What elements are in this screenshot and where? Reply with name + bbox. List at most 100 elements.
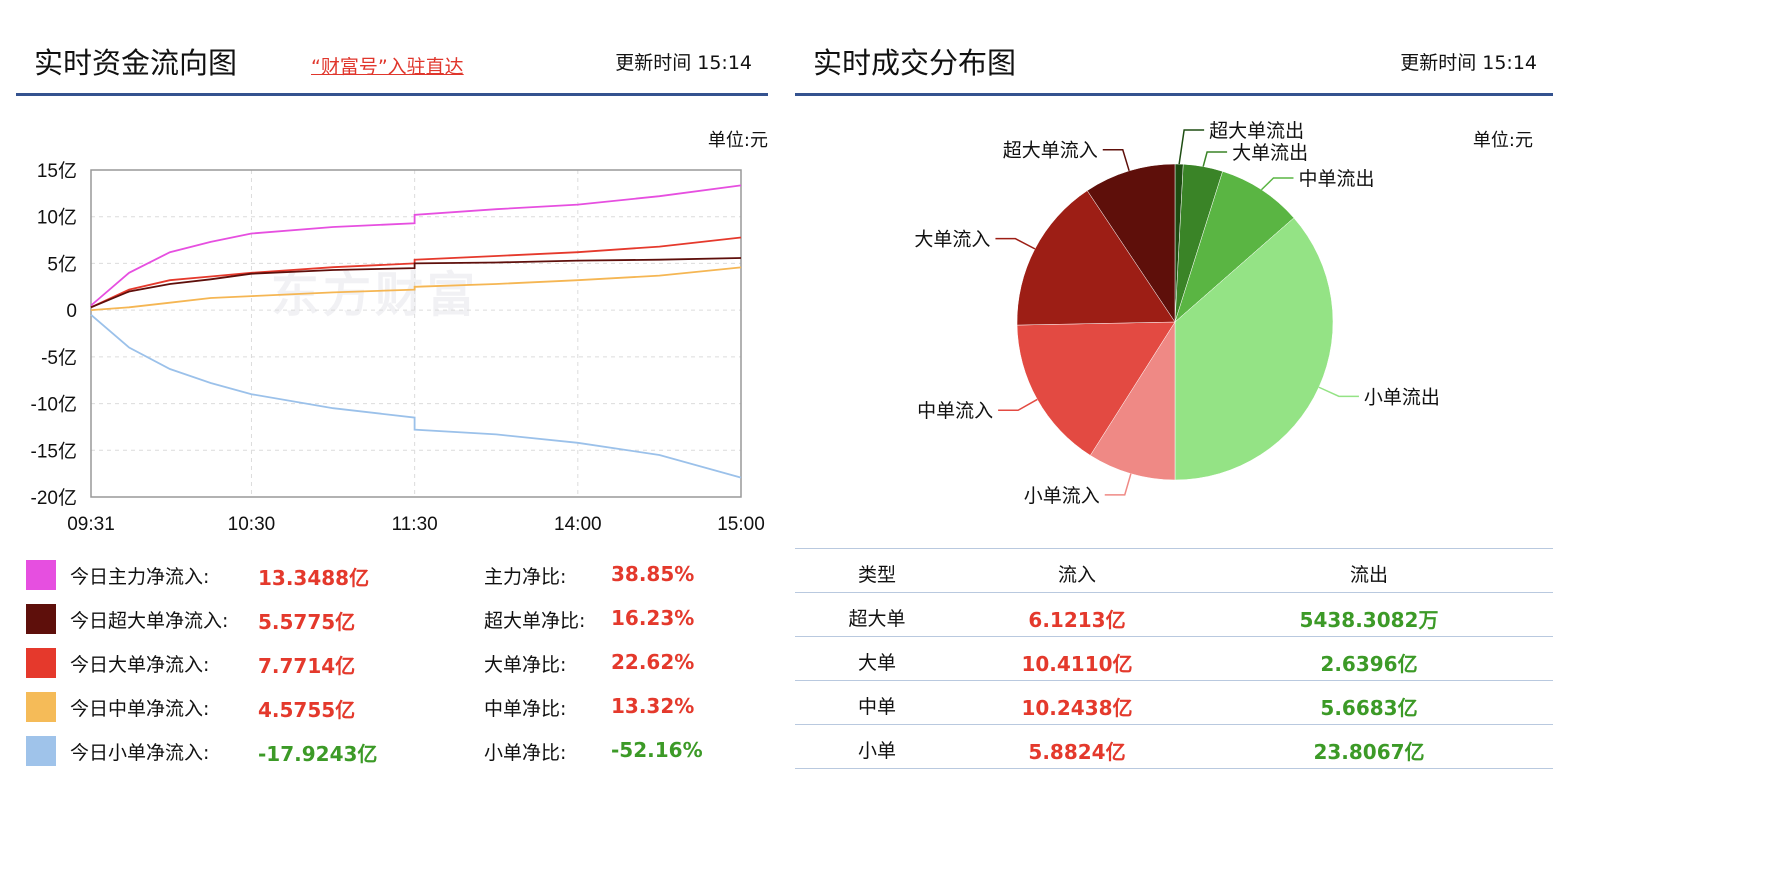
legend-value: 5.5775亿: [258, 610, 356, 634]
legend-value: 13.3488亿: [258, 566, 370, 590]
distribution-table: 类型 流入 流出超大单 6.1213亿 5438.3082万大单 10.4110亿 2.63…: [795, 548, 1553, 769]
pie-label-line: [1102, 148, 1130, 172]
pie-slice: [1016, 321, 1176, 456]
panel-title: 实时资金流向图: [34, 46, 238, 80]
y-tick-label: 0: [66, 301, 77, 322]
y-tick-label: 15亿: [37, 160, 77, 182]
pie-label: 中单流入: [917, 400, 993, 422]
table-row: 中单 10.2438亿 5.6683亿: [795, 681, 1553, 725]
y-tick-label: -20亿: [31, 487, 77, 509]
legend-swatch: [26, 648, 56, 678]
x-tick-label: 11:30: [392, 514, 438, 535]
legend-row: 今日大单净流入: 7.7714亿 大单净比: 22.62%: [26, 640, 766, 683]
unit-label: 单位:元: [707, 130, 768, 151]
legend-value: 7.7714亿: [258, 654, 356, 678]
pie-label: 小单流入: [1024, 485, 1100, 507]
x-tick-label: 15:00: [717, 514, 765, 535]
legend-swatch: [26, 560, 56, 590]
ratio-value: -52.16%: [611, 738, 703, 762]
ratio-label: 大单净比:: [484, 654, 567, 676]
table-row: 小单 5.8824亿 23.8067亿: [795, 725, 1553, 769]
ratio-label: 中单净比:: [484, 698, 567, 720]
pie-label: 中单流出: [1298, 168, 1374, 190]
type-cell: 中单: [857, 696, 897, 718]
x-tick-label: 09:31: [67, 514, 115, 535]
ratio-value: 13.32%: [611, 694, 695, 718]
update-time: 更新时间 15:14: [615, 52, 752, 74]
legend-label: 今日主力净流入:: [70, 566, 210, 588]
legend-row: 今日小单净流入: -17.9243亿 小单净比: -52.16%: [26, 728, 766, 771]
y-tick-label: 10亿: [37, 207, 77, 229]
series-line-main: [90, 184, 742, 307]
column-header: 流入: [1057, 564, 1097, 586]
pie-slice: [1089, 321, 1176, 481]
inflow-cell: 10.4110亿: [1021, 652, 1133, 676]
pie-label: 超大单流出: [1209, 120, 1304, 142]
caifuhao-link[interactable]: “财富号”入驻直达: [311, 56, 464, 78]
x-tick-label: 14:00: [554, 514, 602, 535]
update-time: 更新时间 15:14: [1400, 52, 1537, 74]
pie-label-line: [1178, 129, 1205, 165]
trade-distribution-panel: 实时成交分布图 更新时间 15:14 单位:元 超大单流出 大单流出 中单流出 小单流…: [795, 0, 1553, 882]
pie-slice: [1016, 190, 1176, 326]
pie-label: 大单流入: [914, 229, 990, 251]
plot-frame: [90, 169, 742, 498]
inflow-cell: 6.1213亿: [1028, 608, 1126, 632]
outflow-cell: 2.6396亿: [1320, 652, 1418, 676]
y-tick-label: -5亿: [41, 347, 77, 369]
pie-label-line: [1260, 177, 1294, 191]
legend-row: 今日中单净流入: 4.5755亿 中单净比: 13.32%: [26, 684, 766, 727]
ratio-label: 小单净比:: [484, 742, 567, 764]
pie-label-line: [998, 398, 1038, 411]
ratio-label: 主力净比:: [484, 566, 567, 588]
outflow-cell: 5438.3082万: [1299, 608, 1439, 632]
column-header: 流出: [1349, 564, 1389, 586]
table-header: 类型 流入 流出: [795, 549, 1553, 593]
legend-row: 今日超大单净流入: 5.5775亿 超大单净比: 16.23%: [26, 596, 766, 639]
outflow-cell: 23.8067亿: [1313, 740, 1425, 764]
ratio-value: 22.62%: [611, 650, 695, 674]
pie-label-line: [1104, 473, 1132, 496]
pie-label: 超大单流入: [1003, 140, 1098, 162]
series-line-medium: [90, 266, 742, 311]
pie-slice: [1174, 171, 1295, 323]
type-cell: 超大单: [848, 608, 906, 630]
unit-label: 单位:元: [1472, 130, 1533, 151]
inflow-cell: 5.8824亿: [1028, 740, 1126, 764]
x-tick-label: 10:30: [228, 514, 276, 535]
legend-swatch: [26, 736, 56, 766]
panel-header: 实时成交分布图 更新时间 15:14: [795, 36, 1553, 96]
panel-title: 实时成交分布图: [813, 46, 1017, 80]
column-header: 类型: [857, 564, 897, 586]
type-cell: 大单: [857, 652, 897, 674]
legend-swatch: [26, 604, 56, 634]
series-line-small: [90, 314, 742, 479]
outflow-cell: 5.6683亿: [1320, 696, 1418, 720]
legend-label: 今日超大单净流入:: [70, 610, 229, 632]
legend-value: -17.9243亿: [258, 742, 378, 766]
pie-label-line: [1318, 386, 1359, 398]
type-cell: 小单: [857, 740, 897, 762]
legend-value: 4.5755亿: [258, 698, 356, 722]
legend-label: 今日小单净流入:: [70, 742, 210, 764]
table-row: 超大单 6.1213亿 5438.3082万: [795, 593, 1553, 637]
legend-row: 今日主力净流入: 13.3488亿 主力净比: 38.85%: [26, 552, 766, 595]
watermark-logo: 东方财富: [271, 267, 480, 323]
fund-flow-line-chart: 15亿 10亿 5亿 0 -5亿 -10亿 -15亿 -20亿 09:31 10:30 11:30 1…: [31, 160, 765, 535]
ratio-value: 38.85%: [611, 562, 695, 586]
series-line-large: [90, 236, 742, 309]
pie-label: 大单流出: [1232, 142, 1308, 164]
legend-label: 今日中单净流入:: [70, 698, 210, 720]
ratio-label: 超大单净比:: [484, 610, 586, 632]
pie-slice: [1174, 217, 1334, 481]
ratio-value: 16.23%: [611, 606, 695, 630]
y-tick-label: -15亿: [31, 440, 77, 462]
y-tick-label: -10亿: [31, 394, 77, 416]
pie-label-line: [995, 237, 1036, 250]
table-row: 大单 10.4110亿 2.6396亿: [795, 637, 1553, 681]
pie-label-line: [1202, 151, 1228, 167]
y-tick-label: 5亿: [47, 253, 77, 275]
panel-header: 实时资金流向图 “财富号”入驻直达 更新时间 15:14: [16, 36, 768, 96]
pie-label: 小单流出: [1364, 386, 1440, 408]
